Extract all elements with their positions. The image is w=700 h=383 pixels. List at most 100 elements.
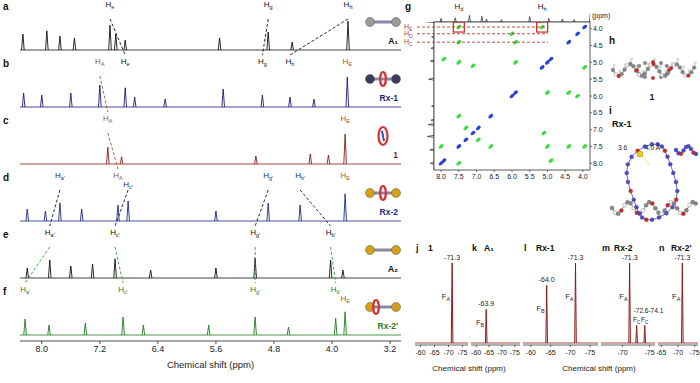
label-sub: a': [26, 289, 30, 295]
atom: [629, 201, 633, 205]
peak-label: HC: [404, 38, 413, 47]
label-sub: B: [541, 308, 545, 314]
atom: [644, 218, 648, 222]
x-tick: [622, 345, 623, 347]
y-tick-label: 4.5: [593, 42, 603, 49]
projection-peak: [430, 162, 434, 164]
icon-stopper: [392, 18, 401, 27]
peak: [114, 259, 117, 278]
label-sub: b': [331, 232, 335, 238]
projection-peak: [428, 124, 434, 126]
atom: [659, 65, 661, 67]
cross-peak: [544, 143, 550, 149]
peak-label: Hc': [123, 180, 133, 190]
x-tick: [420, 345, 421, 347]
label-sub: A: [677, 296, 681, 302]
label-guide: [417, 27, 548, 28]
label-sub: c': [116, 232, 120, 238]
molecule-icon: [366, 18, 401, 27]
x-tick: [476, 345, 477, 347]
peak: [261, 95, 264, 107]
x-tick-label: -65: [484, 349, 494, 356]
cross-peak: [512, 59, 518, 65]
cross-peak: [574, 31, 580, 37]
peak: [334, 318, 337, 335]
icon-stopper: [366, 189, 375, 198]
atom: [650, 218, 654, 222]
projection-peak: [425, 22, 434, 23]
projection-peak: [561, 19, 563, 22]
projection-peak: [548, 18, 550, 22]
atom: [684, 208, 688, 212]
peak: [127, 201, 130, 221]
projection-peak: [430, 149, 434, 151]
atom: [634, 69, 638, 73]
spectra-marks: [20, 21, 401, 335]
label-sub: h: [349, 4, 352, 10]
icon-stopper: [392, 75, 401, 84]
peak-label: Hb': [295, 171, 305, 181]
x-tick-label: 6.4: [152, 344, 165, 354]
peak: [485, 309, 487, 343]
connector: [300, 190, 330, 226]
atom: [643, 72, 647, 76]
atom: [643, 61, 647, 65]
peak: [289, 97, 292, 107]
atom: [658, 69, 662, 73]
x-tick: [530, 345, 531, 347]
baseline: [601, 343, 655, 344]
atom: [637, 64, 641, 68]
atom: [682, 66, 684, 68]
atom: [663, 74, 667, 78]
label-sub: c': [129, 184, 133, 190]
cross-peak: [456, 59, 462, 65]
x-axis: [601, 345, 655, 346]
x-tick: [649, 345, 650, 347]
y-tick-label: 7.5: [593, 143, 603, 150]
peak: [73, 38, 76, 50]
peak: [255, 156, 258, 164]
icon-core: [382, 131, 384, 141]
atom: [688, 203, 692, 207]
cross-peak: [456, 143, 462, 149]
peak: [124, 88, 127, 107]
peak: [682, 263, 684, 343]
peak: [142, 325, 145, 335]
label-sub: b': [301, 175, 305, 181]
panel-label: n: [659, 243, 665, 253]
cross-peak: [548, 56, 554, 62]
spectrum-marks: [658, 263, 698, 343]
label-sub: E: [346, 175, 350, 181]
panel-label: k: [472, 243, 478, 253]
cross-peak: [475, 125, 481, 131]
x-tick: [529, 170, 530, 172]
molecule-icon: [379, 127, 388, 145]
label-guide: [417, 42, 548, 43]
panel-label: h: [609, 35, 615, 46]
atom: [665, 155, 669, 159]
peak: [287, 327, 290, 335]
cross-peak: [463, 125, 469, 131]
y-axis-title: (ppm): [592, 12, 610, 20]
label-sub: D: [409, 33, 413, 39]
label-sub: c': [124, 289, 128, 295]
label-sub: g': [256, 289, 260, 295]
spectrum-marks: [471, 309, 520, 343]
x-tick-label: 6.5: [489, 173, 499, 180]
x-tick-label: -70: [673, 349, 683, 356]
peak-label: Hb': [331, 285, 341, 295]
atom: [630, 58, 632, 60]
peak-label: He: [106, 0, 115, 10]
cross-peak: [548, 157, 554, 163]
panel-label: m: [602, 243, 610, 253]
atom: [641, 208, 645, 212]
atom: [665, 64, 669, 68]
x-tick-label: 7.5: [454, 173, 464, 180]
label-sub: E: [346, 298, 350, 304]
peak: [109, 25, 112, 50]
y-tick-label: 4.0: [593, 25, 603, 32]
peak-label: FC: [633, 316, 641, 325]
cross-peak: [512, 90, 518, 96]
peak: [46, 31, 49, 50]
atom: [651, 76, 655, 80]
